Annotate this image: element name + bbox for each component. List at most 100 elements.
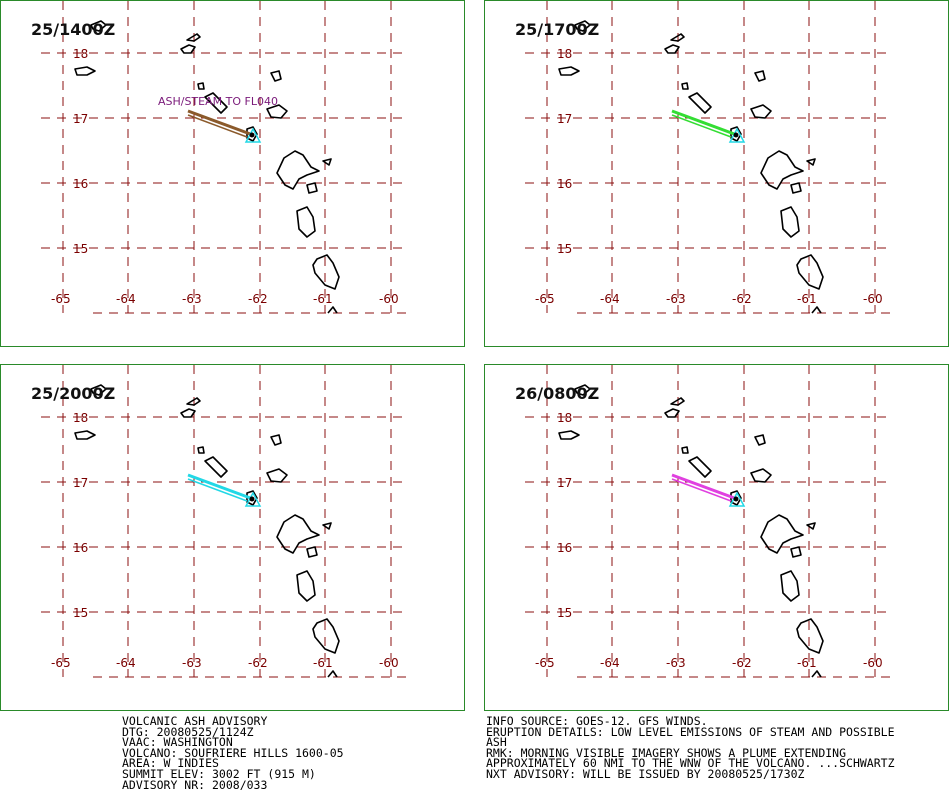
latitude-label: 17 <box>73 476 88 490</box>
advisory-line: ASH <box>486 735 507 750</box>
longitude-label: -63 <box>666 656 686 670</box>
island-outline <box>558 66 580 76</box>
longitude-label: -65 <box>51 656 71 670</box>
advisory-left-text: VOLCANIC ASH ADVISORY DTG: 20080525/1124… <box>122 714 344 790</box>
advisory-line: SUMMIT ELEV: 3002 FT (915 M) <box>122 766 316 781</box>
longitude-label: -60 <box>379 292 399 306</box>
longitude-label: -63 <box>182 292 202 306</box>
plume-label: ASH/STEAM TO FL040 <box>158 95 278 108</box>
map-panel-3: 18 17 16 15 -65 -64 -63 -62 -61 -60 25/2000Z <box>0 364 465 711</box>
island-outline <box>811 306 822 314</box>
map-panel-4: 18 17 16 15 -65 -64 -63 -62 -61 -60 26/0800Z <box>484 364 949 711</box>
island-outline <box>796 254 824 290</box>
island-outline <box>186 33 201 42</box>
advisory-line: INFO SOURCE: GOES-12. GFS WINDS. <box>486 714 708 728</box>
island-outline <box>186 397 201 406</box>
island-outline <box>180 44 196 54</box>
island-outline <box>790 182 802 194</box>
volcano-marker-icon <box>244 491 262 507</box>
latitude-label: 18 <box>557 47 572 61</box>
ash-plume-edge <box>187 114 248 138</box>
advisory-line: VOLCANIC ASH ADVISORY <box>122 714 268 728</box>
ash-plume <box>187 109 254 137</box>
island-outline <box>90 20 107 32</box>
island-outline <box>811 670 822 678</box>
island-outline <box>266 468 288 483</box>
ash-plume <box>187 473 254 501</box>
island-outline <box>760 514 804 554</box>
island-outline <box>322 522 332 530</box>
volcano-marker-icon <box>728 127 746 143</box>
island-outline <box>681 446 689 454</box>
longitude-label: -60 <box>379 656 399 670</box>
island-outline <box>270 434 282 446</box>
longitude-label: -60 <box>863 292 883 306</box>
advisory-line: DTG: 20080525/1124Z <box>122 724 254 739</box>
panel-time-label: 25/2000Z <box>31 384 115 403</box>
longitude-label: -64 <box>600 292 620 306</box>
map-panel-2: 18 17 16 15 -65 -64 -63 -62 -61 -60 25/1700Z <box>484 0 949 347</box>
island-outline <box>688 456 712 478</box>
volcano-point <box>733 496 739 502</box>
island-outline <box>276 150 320 190</box>
longitude-label: -60 <box>863 656 883 670</box>
advisory-line: NXT ADVISORY: WILL BE ISSUED BY 20080525… <box>486 766 805 781</box>
island-outline <box>74 430 96 440</box>
island-outline <box>780 206 800 238</box>
longitude-label: -62 <box>248 292 268 306</box>
island-outline <box>306 182 318 194</box>
island-outline <box>780 570 800 602</box>
island-outline <box>796 618 824 654</box>
advisory-line: VOLCANO: SOUFRIERE HILLS 1600-05 <box>122 745 344 760</box>
island-outline <box>558 430 580 440</box>
island-outline <box>197 446 205 454</box>
island-outline <box>688 92 712 114</box>
latitude-label: 18 <box>73 47 88 61</box>
island-outline <box>806 522 816 530</box>
island-outline <box>204 92 228 114</box>
island-outline <box>322 158 332 166</box>
volcano-point <box>249 496 255 502</box>
advisory-line: ERUPTION DETAILS: LOW LEVEL EMISSIONS OF… <box>486 724 895 739</box>
ash-plume-edge <box>671 114 732 138</box>
latitude-label: 18 <box>557 411 572 425</box>
latitude-label: 15 <box>557 606 572 620</box>
longitude-label: -64 <box>600 656 620 670</box>
island-outline <box>574 384 591 396</box>
latitude-label: 18 <box>73 411 88 425</box>
latitude-label: 16 <box>73 541 88 555</box>
latitude-label: 17 <box>557 112 572 126</box>
panel-time-label: 25/1700Z <box>515 20 599 39</box>
island-outline <box>266 104 288 119</box>
ash-plume <box>671 109 738 137</box>
island-outline <box>754 434 766 446</box>
longitude-label: -63 <box>182 656 202 670</box>
island-outline <box>670 33 685 42</box>
latitude-label: 16 <box>557 177 572 191</box>
island-outline <box>574 20 591 32</box>
volcano-marker-icon <box>244 127 262 143</box>
longitude-label: -62 <box>732 292 752 306</box>
latitude-label: 15 <box>557 242 572 256</box>
island-outline <box>327 306 338 314</box>
longitude-label: -62 <box>248 656 268 670</box>
map-panel-1: 18 17 16 15 -65 -64 -63 -62 -61 -60 25/1400Z ASH/ST… <box>0 0 465 347</box>
island-outline <box>670 397 685 406</box>
island-outline <box>296 570 316 602</box>
latitude-label: 16 <box>73 177 88 191</box>
latitude-label: 17 <box>73 112 88 126</box>
island-outline <box>180 408 196 418</box>
island-outline <box>204 456 228 478</box>
ash-plume-edge <box>671 478 732 502</box>
island-outline <box>327 670 338 678</box>
latitude-label: 16 <box>557 541 572 555</box>
longitude-label: -61 <box>797 292 817 306</box>
map-svg: 18 17 16 15 -65 -64 -63 -62 -61 -60 25/1400Z ASH/ST… <box>31 1 406 314</box>
advisory-line: APPROXIMATELY 60 NMI TO THE WNW OF THE V… <box>486 756 895 771</box>
latitude-label: 17 <box>557 476 572 490</box>
map-svg: 18 17 16 15 -65 -64 -63 -62 -61 -60 26/0800Z <box>515 365 890 678</box>
island-outline <box>312 254 340 290</box>
island-outline <box>750 468 772 483</box>
longitude-label: -61 <box>797 656 817 670</box>
island-outline <box>681 82 689 90</box>
